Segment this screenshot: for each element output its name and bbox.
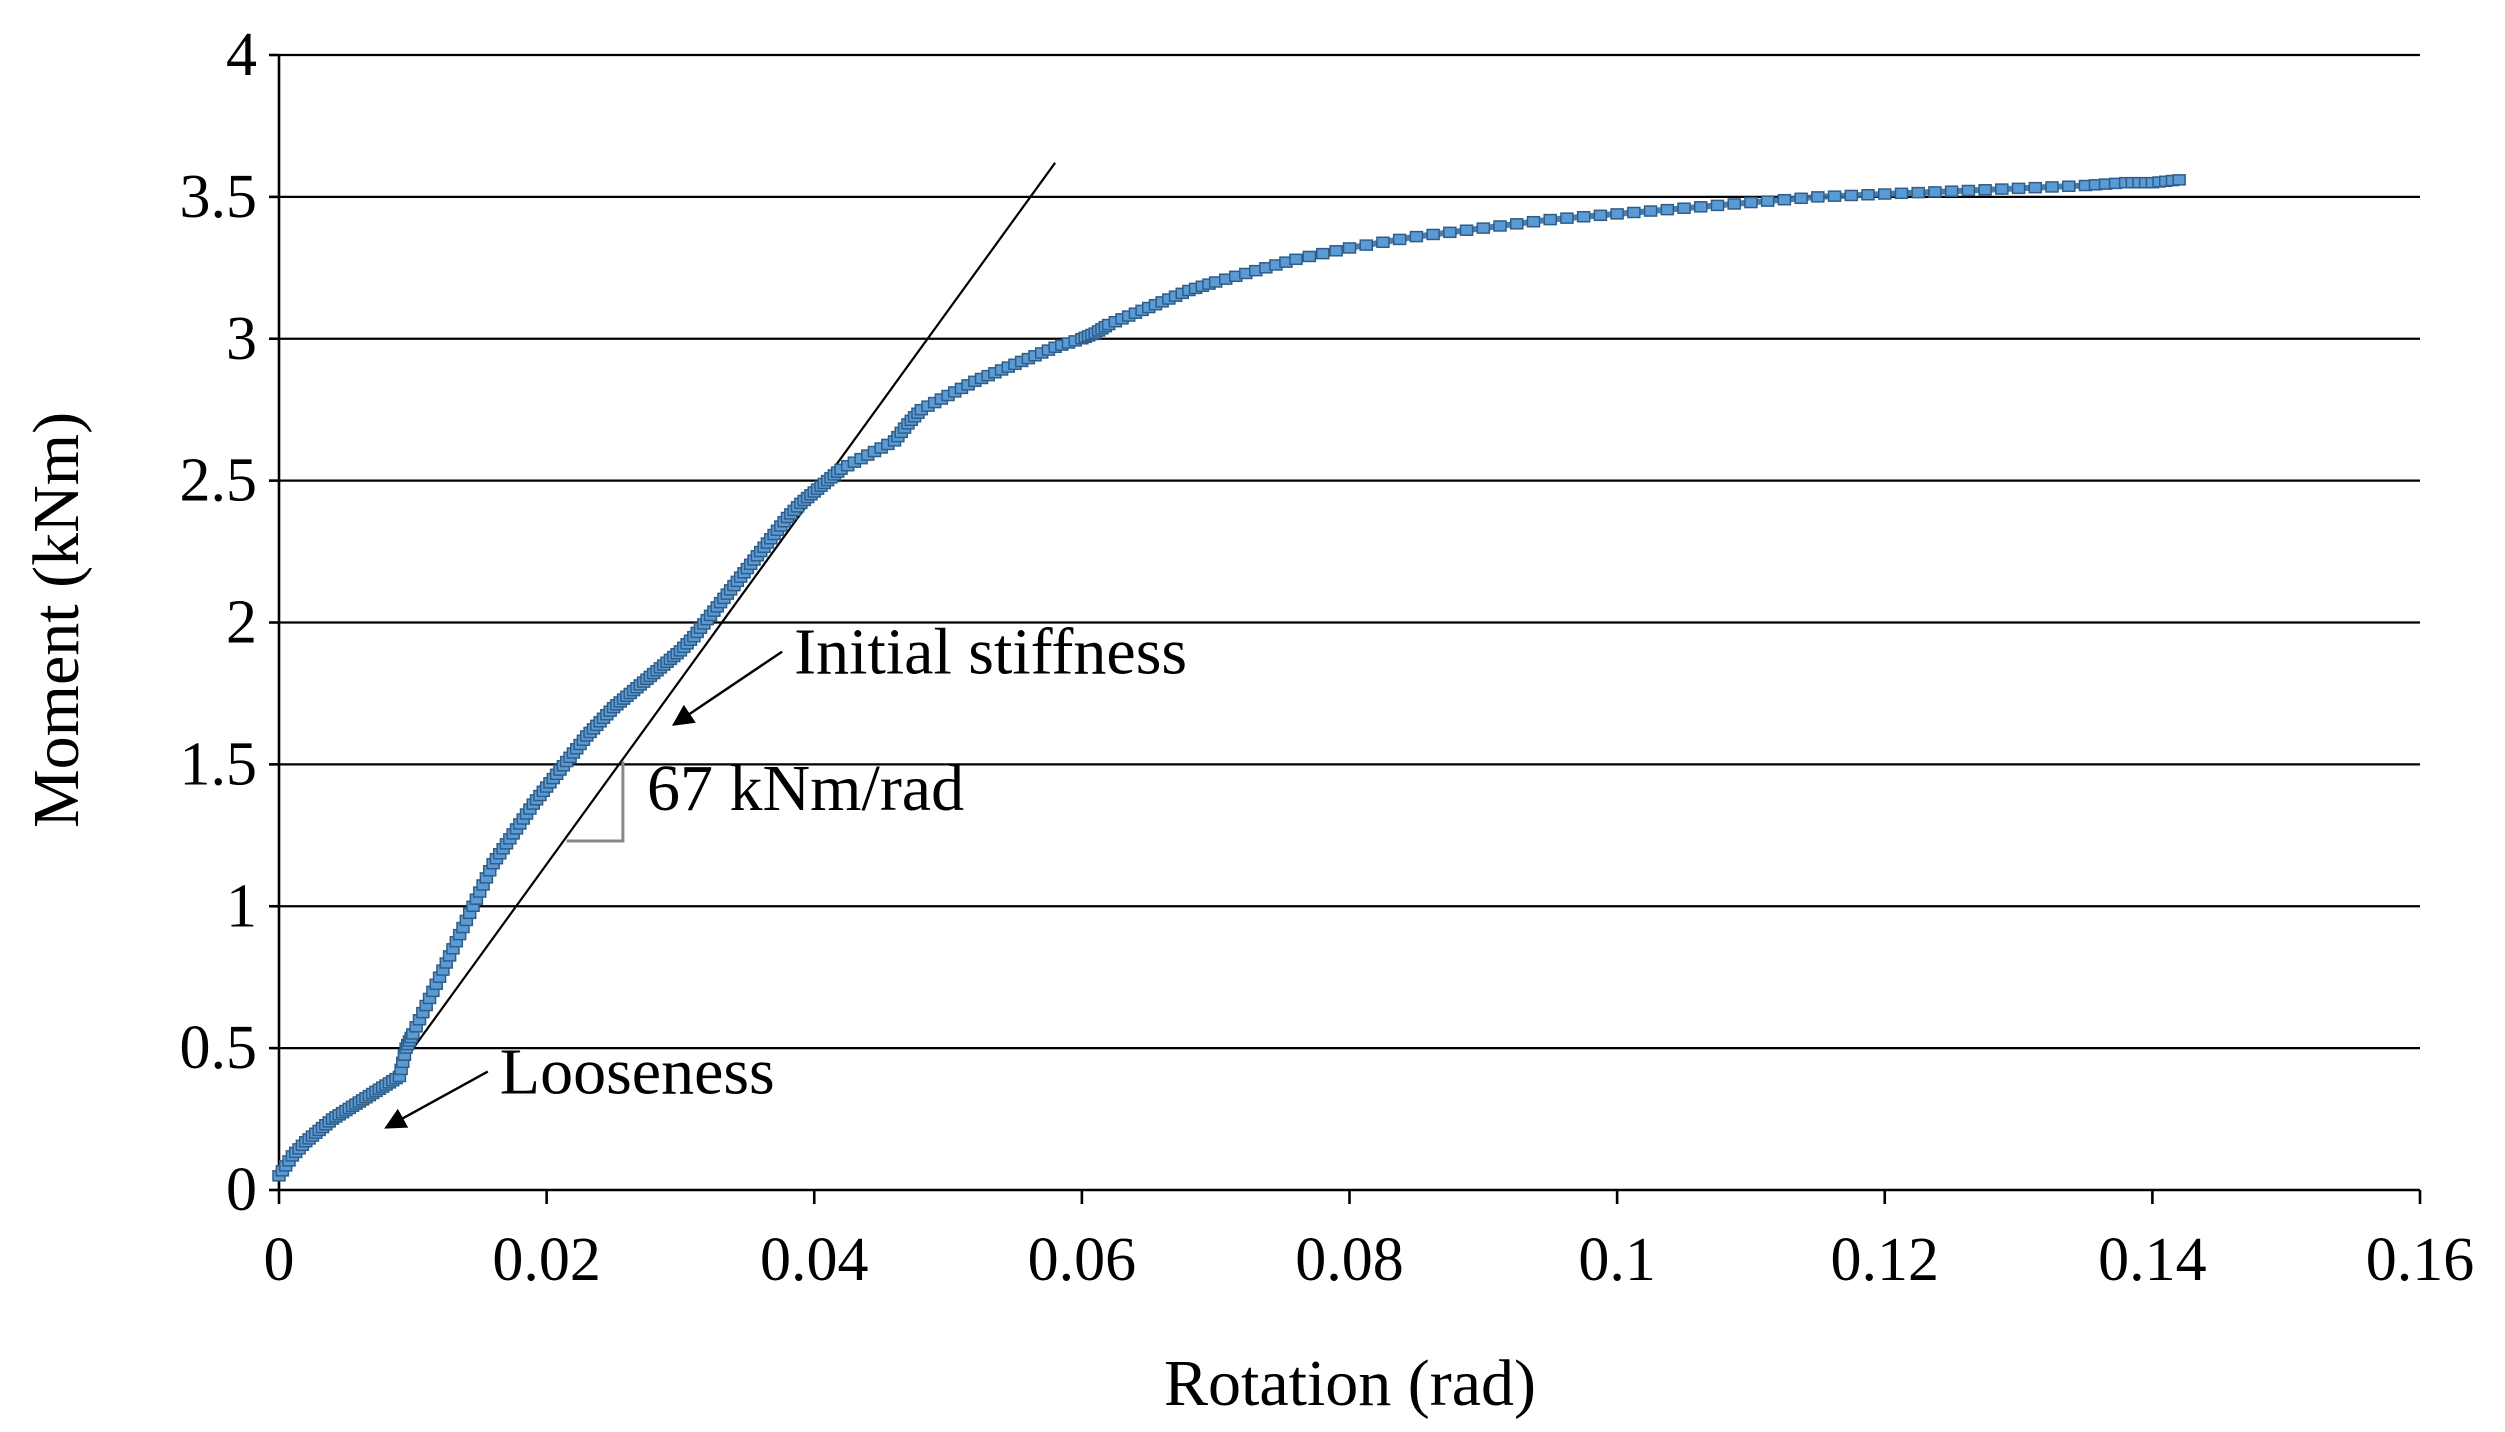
data-point [2172, 174, 2186, 186]
data-point-fill [1576, 210, 1591, 223]
y-axis-title: Moment (kNm) [20, 412, 93, 828]
annotation-label: 67 kNm/rad [647, 752, 964, 825]
annotation-label: Initial stiffness [794, 616, 1187, 689]
data-point [1342, 242, 1357, 254]
data-point-fill [1978, 184, 1992, 196]
data-point-fill [1526, 215, 1541, 228]
data-point [1289, 253, 1303, 266]
data-point-fill [1329, 245, 1343, 257]
data-point-fill [1710, 199, 1725, 212]
x-tick-label: 0.06 [1028, 1226, 1137, 1294]
x-tick-label: 0.1 [1578, 1226, 1656, 1294]
data-point-fill [2061, 180, 2076, 192]
data-point-fill [1627, 206, 1641, 219]
data-point-fill [1894, 187, 1909, 200]
y-tick-label: 2 [226, 589, 257, 657]
data-point-fill [1593, 209, 1608, 222]
data-point-fill [1660, 203, 1675, 216]
data-point-fill [1777, 193, 1792, 206]
data-point-fill [1727, 198, 1741, 210]
data-point [1677, 202, 1691, 214]
axes: 0 0.5 1 1.5 2 2.5 3 3.5 4 0 0.02 0.04 0.06 0.08 0.1 0.1… [180, 21, 2475, 1294]
annotation-arrow [671, 650, 783, 726]
data-point-fill [1827, 190, 1842, 202]
data-point [1610, 208, 1624, 220]
y-tick-label: 1.5 [180, 730, 258, 798]
gridlines [279, 53, 2420, 1050]
x-axis-title: Rotation (rad) [1164, 1347, 1536, 1420]
y-tick-label: 0.5 [180, 1014, 258, 1082]
data-point-fill [1459, 224, 1474, 236]
x-tick-label: 0.08 [1295, 1226, 1404, 1294]
data-point-fill [1560, 212, 1574, 224]
data-point-fill [1493, 220, 1507, 232]
data-point-fill [1844, 189, 1859, 202]
data-point-fill [1376, 236, 1390, 249]
data-point-fill [1760, 195, 1775, 207]
data-point-fill [1426, 228, 1440, 241]
data-point-fill [1928, 186, 1942, 198]
data-point-fill [1359, 239, 1373, 251]
data-point-fill [1315, 247, 1330, 260]
data-point [1476, 222, 1491, 234]
data-point-fill [1694, 201, 1708, 213]
y-tick-label: 3.5 [180, 163, 258, 231]
x-tick-label: 0.16 [2366, 1226, 2475, 1294]
data-point-fill [1392, 233, 1407, 246]
data-point [1409, 230, 1424, 243]
annotations: Initial stiffness 67 kNm/rad Looseness [384, 616, 1187, 1129]
y-tick-label: 2.5 [180, 447, 258, 515]
x-tick-label: 0.02 [492, 1226, 601, 1294]
data-point-fill [1443, 226, 1457, 239]
data-point [1811, 191, 1825, 203]
data-point-fill [1911, 186, 1925, 199]
x-tick-label: 0 [264, 1226, 295, 1294]
slope-triangle [566, 761, 625, 843]
data-point-fill [1643, 205, 1658, 217]
data-point-fill [1302, 250, 1317, 263]
series-line [276, 176, 2180, 1178]
initial-stiffness-layer [391, 162, 1057, 1078]
data-point-fill [2028, 181, 2043, 194]
x-tick-label: 0.04 [760, 1226, 869, 1294]
data-point [1878, 188, 1892, 200]
y-tick-label: 1 [226, 872, 257, 940]
data-point-fill [2045, 181, 2059, 193]
y-tick-label: 4 [226, 21, 257, 89]
annotation-label: Looseness [500, 1036, 775, 1109]
data-point-fill [1861, 188, 1875, 201]
y-tick-label: 3 [226, 305, 257, 373]
data-point-fill [1995, 183, 2009, 195]
data-point [1944, 185, 1959, 197]
data-point-fill [1794, 192, 1808, 205]
data-point-fill [1510, 218, 1524, 230]
data-point [1543, 213, 1557, 226]
series-points [272, 174, 2186, 1182]
annotation-arrow [384, 1070, 489, 1129]
x-tick-label: 0.12 [1831, 1226, 1940, 1294]
data-point-fill [1961, 184, 1976, 197]
x-tick-label: 0.14 [2098, 1226, 2207, 1294]
data-point [1744, 196, 1758, 209]
y-tick-label: 0 [226, 1156, 257, 1224]
data-point [2011, 182, 2026, 195]
initial-stiffness-line [391, 162, 1057, 1078]
